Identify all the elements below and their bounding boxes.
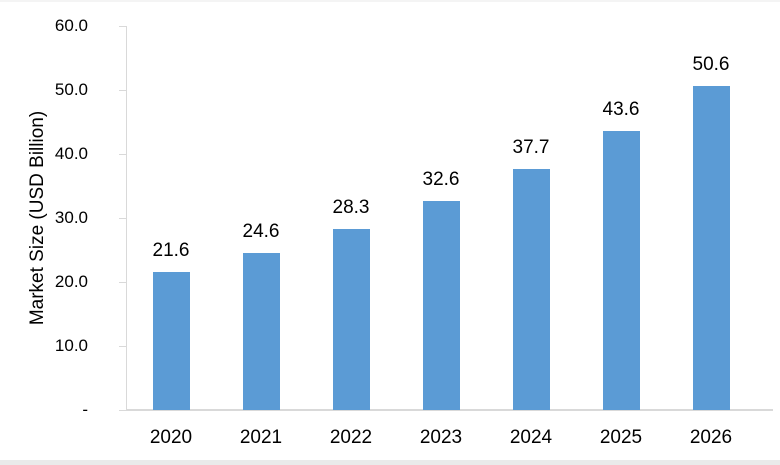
y-tick-label: 20.0	[54, 272, 88, 291]
y-tick-label: 10.0	[54, 336, 88, 355]
x-axis-line	[126, 409, 773, 411]
bar-value-label: 24.6	[242, 221, 280, 242]
y-tick-label: 40.0	[54, 144, 88, 163]
y-tick-label: 30.0	[54, 208, 88, 227]
bar-2024	[512, 169, 550, 410]
y-tick-label: 50.0	[54, 80, 88, 99]
top-edge-divider	[0, 0, 780, 2]
x-tick-label: 2024	[509, 427, 553, 448]
x-tick-label: 2023	[419, 427, 463, 448]
bar-2023	[422, 201, 460, 410]
bar-2020	[152, 272, 190, 410]
bar-value-label: 50.6	[692, 54, 730, 75]
y-tick-mark	[119, 154, 126, 155]
y-tick-mark	[119, 90, 126, 91]
y-tick-mark	[119, 346, 126, 347]
bar-2026	[692, 86, 730, 410]
x-tick-label: 2022	[329, 427, 373, 448]
y-tick-mark	[119, 410, 126, 411]
y-tick-mark	[119, 218, 126, 219]
bar-value-label: 37.7	[512, 137, 550, 158]
bar-value-label: 43.6	[602, 99, 640, 120]
x-tick-label: 2026	[689, 427, 733, 448]
y-tick-mark	[119, 26, 126, 27]
bar-value-label: 21.6	[152, 240, 190, 261]
bar-2021	[242, 253, 280, 410]
bottom-edge-divider	[0, 460, 780, 465]
y-tick-label: -	[82, 400, 88, 419]
x-tick-label: 2025	[599, 427, 643, 448]
bar-value-label: 28.3	[332, 197, 370, 218]
y-axis-line	[126, 26, 127, 410]
bar-value-label: 32.6	[422, 169, 460, 190]
bar-2025	[602, 131, 640, 410]
bar-2022	[332, 229, 370, 410]
x-tick-label: 2020	[149, 427, 193, 448]
y-tick-mark	[119, 282, 126, 283]
y-tick-label: 60.0	[54, 16, 88, 35]
x-tick-label: 2021	[239, 427, 283, 448]
